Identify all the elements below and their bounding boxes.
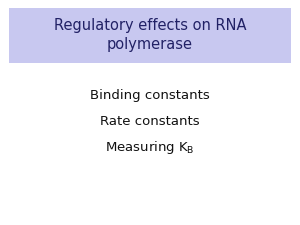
FancyBboxPatch shape xyxy=(9,8,291,63)
Text: Binding constants: Binding constants xyxy=(90,89,210,102)
Text: Regulatory effects on RNA
polymerase: Regulatory effects on RNA polymerase xyxy=(54,18,246,52)
Text: Rate constants: Rate constants xyxy=(100,115,200,128)
Text: Measuring $\mathregular{K_B}$: Measuring $\mathregular{K_B}$ xyxy=(105,139,195,156)
